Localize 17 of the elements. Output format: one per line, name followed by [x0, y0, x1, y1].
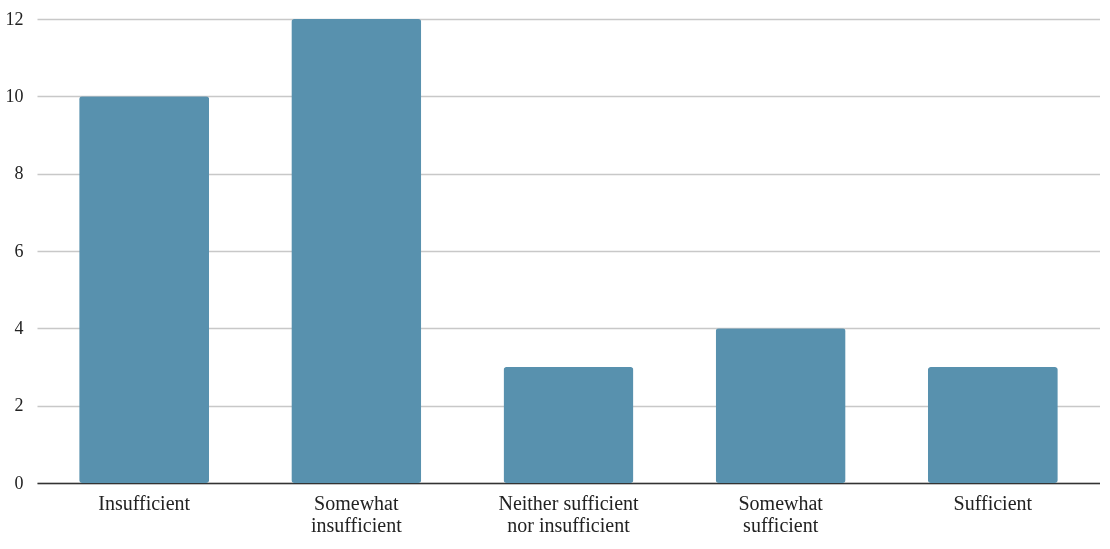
y-tick-label: 0: [14, 472, 24, 493]
y-tick-label: 10: [5, 85, 24, 106]
x-tick-label: Sufficient: [953, 491, 1033, 514]
bar: [291, 19, 422, 483]
y-tick-label: 8: [14, 163, 24, 184]
bar: [79, 96, 210, 483]
y-tick-label: 2: [14, 395, 24, 416]
x-tick-label: Neither sufficient nor insufficient: [498, 491, 640, 536]
y-tick-label: 6: [14, 240, 24, 261]
bar: [503, 367, 634, 483]
bar: [715, 328, 846, 483]
x-tick-label: Somewhat sufficient: [738, 491, 824, 536]
y-tick-label: 4: [14, 317, 24, 338]
bar: [927, 367, 1058, 483]
x-tick-label: Somewhat insufficient: [310, 491, 403, 536]
x-tick-label: Insufficient: [98, 491, 191, 514]
y-tick-label: 12: [5, 8, 24, 29]
